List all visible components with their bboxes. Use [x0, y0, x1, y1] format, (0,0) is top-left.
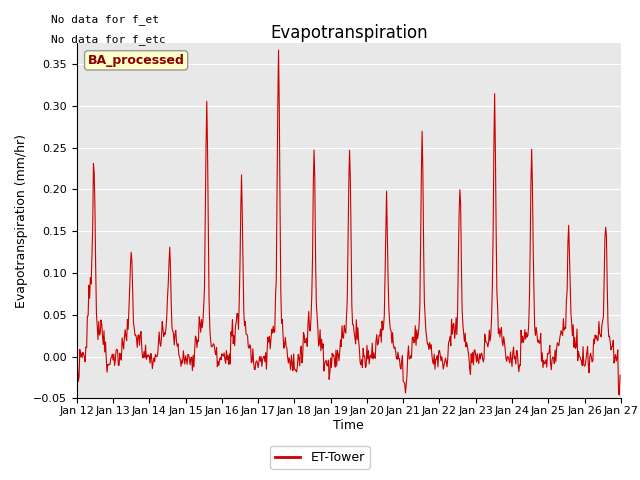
- Text: No data for f_et: No data for f_et: [51, 14, 159, 25]
- X-axis label: Time: Time: [333, 419, 364, 432]
- Text: No data for f_etc: No data for f_etc: [51, 34, 166, 45]
- Title: Evapotranspiration: Evapotranspiration: [270, 24, 428, 42]
- Legend: ET-Tower: ET-Tower: [270, 446, 370, 469]
- Text: BA_processed: BA_processed: [88, 54, 184, 67]
- Y-axis label: Evapotranspiration (mm/hr): Evapotranspiration (mm/hr): [15, 134, 28, 308]
